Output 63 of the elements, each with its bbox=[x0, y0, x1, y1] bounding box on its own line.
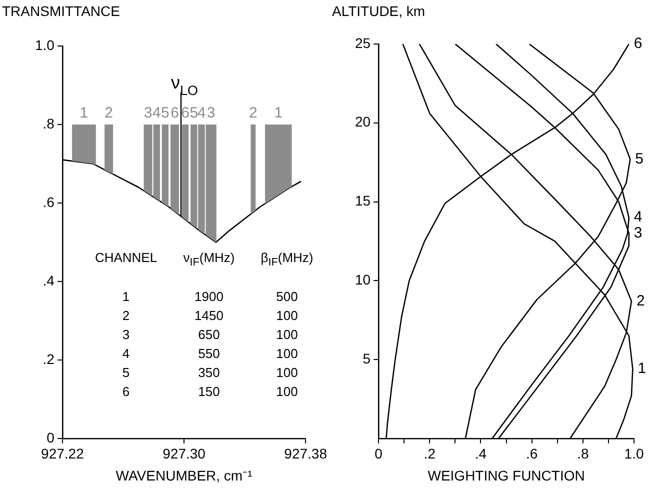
y-tick-label: 20 bbox=[354, 114, 371, 130]
y-axis-title: ALTITUDE, km bbox=[332, 3, 426, 19]
annotation: 1450 bbox=[194, 308, 224, 323]
x-axis-title: WEIGHTING FUNCTION bbox=[428, 467, 585, 484]
x-tick-label: 0 bbox=[374, 446, 383, 462]
y-tick-label: 1.0 bbox=[34, 36, 55, 53]
annotation: 100 bbox=[275, 346, 299, 361]
annotation: 1 bbox=[121, 288, 131, 304]
series-label: 4 bbox=[634, 208, 642, 226]
y-tick-label: 15 bbox=[354, 192, 371, 209]
y-tick-label: .4 bbox=[42, 272, 55, 288]
annotation: 5 bbox=[121, 364, 131, 380]
annotation: 150 bbox=[197, 384, 221, 399]
band-label: 1 bbox=[80, 104, 88, 122]
annotation: 100 bbox=[275, 326, 299, 342]
x-tick-label: 927.38 bbox=[284, 446, 328, 462]
x-tick-label: 927.30 bbox=[162, 446, 206, 462]
x-tick-label: .8 bbox=[577, 446, 589, 462]
x-tick-label: 1.0 bbox=[624, 446, 644, 462]
band-label: 2 bbox=[104, 104, 113, 122]
annotation: CHANNEL bbox=[94, 250, 158, 267]
band-label: 5 bbox=[161, 104, 170, 122]
band-label: 1 bbox=[274, 104, 283, 122]
y-tick-label: 25 bbox=[354, 34, 371, 51]
y-tick-label: 0 bbox=[46, 429, 55, 446]
y-tick-label: .6 bbox=[42, 194, 55, 210]
annotation: 350 bbox=[197, 364, 221, 380]
annotation: 2 bbox=[121, 308, 131, 323]
band-label: 3 bbox=[144, 104, 152, 122]
annotation: 650 bbox=[197, 326, 221, 342]
y-tick-label: 5 bbox=[362, 350, 371, 366]
annotation: 4 bbox=[121, 346, 131, 361]
band-label: 4 bbox=[152, 104, 161, 122]
band-label: 5 bbox=[190, 104, 198, 122]
series-label: 1 bbox=[638, 360, 646, 378]
annotation: 6 bbox=[121, 384, 131, 399]
x-tick-label: .2 bbox=[424, 446, 436, 462]
annotation: 100 bbox=[275, 364, 299, 380]
y-axis-title: TRANSMITTANCE bbox=[2, 3, 120, 19]
annotation: 100 bbox=[275, 308, 299, 323]
x-axis-title: WAVENUMBER, cm⁻¹ bbox=[116, 467, 253, 484]
series-label: 5 bbox=[635, 150, 644, 168]
x-tick-label: 927.22 bbox=[41, 446, 84, 462]
series-label: 2 bbox=[636, 292, 645, 310]
x-tick-label: .4 bbox=[474, 446, 487, 462]
y-tick-label: 10 bbox=[354, 272, 371, 288]
annotation: β$_{IF}$(MHz) bbox=[260, 250, 314, 269]
band-label: 6 bbox=[181, 104, 190, 122]
y-tick-label: .2 bbox=[42, 350, 55, 367]
band-label: 4 bbox=[197, 104, 206, 122]
annotation: 1900 bbox=[194, 288, 224, 304]
x-tick-label: .6 bbox=[526, 446, 538, 462]
annotation: ν$_{IF}$(MHz) bbox=[182, 250, 236, 269]
band-label: 3 bbox=[206, 104, 216, 122]
annotation: 500 bbox=[275, 288, 299, 304]
series-label: 6 bbox=[634, 35, 642, 52]
series-label: 3 bbox=[634, 224, 642, 242]
annotation: 100 bbox=[275, 384, 299, 399]
annotation: 550 bbox=[197, 346, 221, 361]
band-label: 6 bbox=[170, 104, 179, 122]
annotation: 3 bbox=[121, 326, 131, 342]
y-tick-label: .8 bbox=[42, 115, 55, 132]
band-label: 2 bbox=[248, 104, 258, 122]
